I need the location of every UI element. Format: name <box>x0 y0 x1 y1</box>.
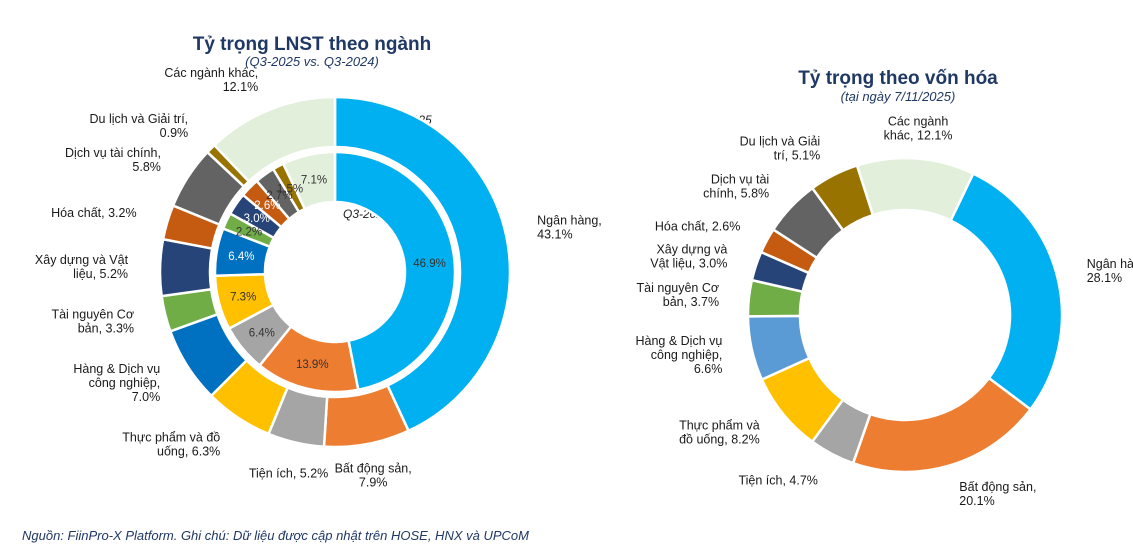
inner-value-label: 7.1% <box>301 174 327 186</box>
inner-value-label: 2.6% <box>254 200 280 212</box>
outer-q3-2025-slice <box>333 95 512 433</box>
right-chart-subtitle: (tại ngày 7/11/2025) <box>841 89 956 104</box>
right-chart-title: Tỷ trọng theo vốn hóa <box>798 68 998 89</box>
inner-value-label: 1.5% <box>277 183 303 195</box>
inner-value-label: 7.3% <box>230 291 256 303</box>
market-cap-label: Tiện ích, 4.7% <box>738 473 817 487</box>
market-cap-slice <box>949 171 1064 412</box>
outer-label: Tài nguyên Cơ bản, 3.3% <box>51 308 134 336</box>
market-cap-label: Hàng & Dịch vụ công nghiệp, 6.6% <box>635 334 722 376</box>
market-cap-label: Bất động sản, 20.1% <box>959 480 1036 508</box>
inner-value-label: 6.4% <box>228 251 254 263</box>
outer-label: Hàng & Dịch vụ công nghiệp, 7.0% <box>73 362 160 404</box>
market-cap-slice <box>855 156 975 223</box>
outer-label: Tiện ích, 5.2% <box>249 467 328 481</box>
left-chart-subtitle: (Q3-2025 vs. Q3-2024) <box>245 54 379 69</box>
outer-label: Ngân hàng, 43.1% <box>537 213 602 241</box>
market-cap-label: Tài nguyên Cơ bản, 3.7% <box>637 281 720 309</box>
outer-label: Hóa chất, 3.2% <box>51 206 136 220</box>
inner-value-label: 2.7% <box>266 190 292 202</box>
outer-label: Các ngành khác, 12.1% <box>164 66 258 94</box>
market-cap-label: Các ngành khác, 12.1% <box>884 114 953 142</box>
market-cap-label: Ngân hàng,28.1% <box>1087 257 1133 285</box>
inner-q3-2024-slice <box>281 150 337 211</box>
inner-value-label: 3.0% <box>244 213 270 225</box>
market-cap-label: Du lịch và Giải trí, 5.1% <box>740 134 821 162</box>
inner-value-label: 6.4% <box>249 328 275 340</box>
inner-value-label: 46.9% <box>413 258 446 270</box>
footnote: Nguồn: FiinPro-X Platform. Ghi chú: Dữ l… <box>22 528 529 543</box>
market-cap-label: Dịch vụ tài chính, 5.8% <box>703 172 769 200</box>
market-cap-slice <box>851 376 1033 474</box>
market-cap-label: Xây dựng và Vật liệu, 3.0% <box>650 243 727 271</box>
outer-label: Du lịch và Giải trí, 0.9% <box>90 112 189 140</box>
market-cap-label: Thực phẩm và đồ uống, 8.2% <box>679 419 760 447</box>
outer-label: Thực phẩm và đồ uống, 6.3% <box>122 430 220 458</box>
inner-value-label: 2.2% <box>236 227 262 239</box>
inner-value-label: 13.9% <box>296 359 329 371</box>
market-cap-label: Hóa chất, 2.6% <box>655 219 740 233</box>
outer-label: Bất động sản, 7.9% <box>335 461 412 489</box>
outer-q3-2025-slice <box>212 95 337 184</box>
left-chart-title: Tỷ trọng LNST theo ngành <box>193 34 432 55</box>
inner-q3-2024-slice <box>333 150 457 392</box>
outer-label: Dịch vụ tài chính, 5.8% <box>65 146 161 174</box>
outer-label: Xây dựng và Vật liệu, 5.2% <box>35 253 129 281</box>
